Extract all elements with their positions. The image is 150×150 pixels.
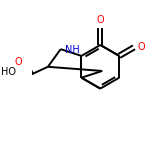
Text: O: O (96, 15, 104, 25)
Text: O: O (14, 57, 22, 67)
Text: NH: NH (65, 45, 79, 55)
Text: O: O (138, 42, 146, 52)
Text: HO: HO (1, 67, 16, 77)
